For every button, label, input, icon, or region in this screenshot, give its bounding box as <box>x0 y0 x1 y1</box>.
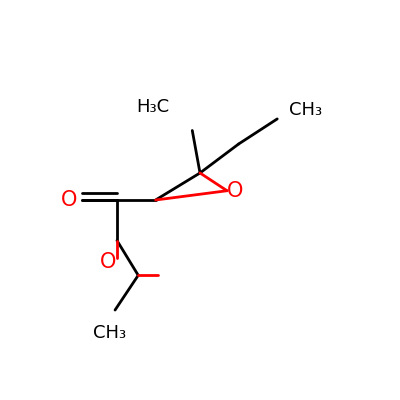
Text: H₃C: H₃C <box>136 98 169 116</box>
Text: O: O <box>226 181 243 201</box>
Text: O: O <box>100 252 117 272</box>
Text: CH₃: CH₃ <box>289 102 322 120</box>
Text: CH₃: CH₃ <box>93 324 126 342</box>
Text: O: O <box>61 190 78 210</box>
